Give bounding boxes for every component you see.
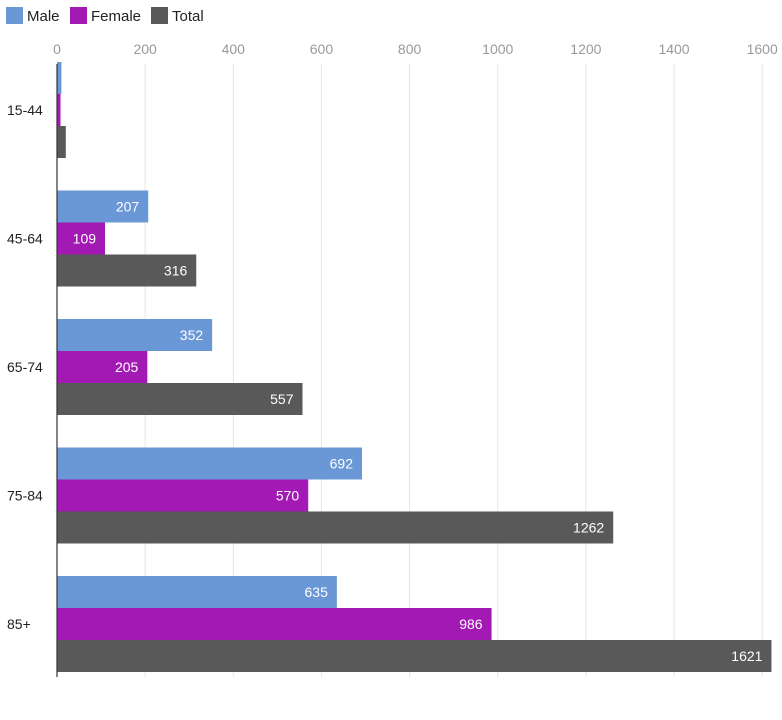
data-label-total-45-64: 316	[164, 263, 188, 279]
bar-female-75-84	[57, 479, 309, 512]
bar-female-15-44	[57, 94, 61, 126]
legend-swatch-female	[70, 7, 87, 24]
data-label-female-65-74: 205	[115, 359, 139, 375]
data-label-total-85+: 1621	[731, 648, 762, 664]
bar-total-15-44	[57, 126, 66, 158]
data-label-male-75-84: 692	[330, 456, 354, 472]
x-axis-ticks: 0 200 400 600 800 1000 1200 1400 1600	[53, 41, 778, 57]
category-label-75-84: 75-84	[7, 488, 43, 504]
legend-label-female: Female	[91, 8, 141, 25]
category-label-85+: 85+	[7, 616, 31, 632]
x-tick-label-1200: 1200	[570, 41, 601, 57]
data-label-female-75-84: 570	[276, 488, 300, 504]
bar-total-85+	[57, 640, 772, 672]
bar-female-65-74	[57, 351, 148, 383]
legend-swatch-total	[151, 7, 168, 24]
bar-male-75-84	[57, 447, 362, 480]
bar-total-45-64	[57, 254, 197, 287]
bar-male-85+	[57, 576, 337, 608]
legend: Male Female Total	[6, 7, 204, 25]
data-label-male-65-74: 352	[180, 327, 204, 343]
bar-male-15-44	[57, 62, 62, 94]
bar-total-75-84	[57, 511, 614, 544]
bar-total-65-74	[57, 383, 303, 415]
legend-label-male: Male	[27, 8, 60, 25]
bar-female-85+	[57, 608, 492, 640]
legend-swatch-male	[6, 7, 23, 24]
x-tick-label-1000: 1000	[482, 41, 513, 57]
bar-male-65-74	[57, 319, 213, 351]
data-label-female-45-64: 109	[73, 231, 97, 247]
category-label-15-44: 15-44	[7, 102, 43, 118]
bar-male-45-64	[57, 190, 149, 223]
category-label-65-74: 65-74	[7, 359, 43, 375]
x-tick-label-0: 0	[53, 41, 61, 57]
x-tick-label-1600: 1600	[747, 41, 778, 57]
data-label-male-85+: 635	[305, 584, 329, 600]
bars: 207 109 316 352 205 557 692 570 1262 635 986 1621	[57, 62, 772, 672]
x-tick-label-1400: 1400	[658, 41, 689, 57]
legend-label-total: Total	[172, 8, 204, 25]
gridlines	[144, 64, 763, 677]
data-label-female-85+: 986	[459, 616, 483, 632]
x-tick-label-400: 400	[222, 41, 246, 57]
data-label-total-65-74: 557	[270, 391, 294, 407]
data-label-total-75-84: 1262	[573, 520, 604, 536]
category-labels: 15-44 45-64 65-74 75-84 85+	[7, 102, 43, 632]
data-label-male-45-64: 207	[116, 199, 140, 215]
category-label-45-64: 45-64	[7, 231, 43, 247]
bar-female-45-64	[57, 222, 106, 255]
x-tick-label-200: 200	[133, 41, 157, 57]
x-tick-label-800: 800	[398, 41, 422, 57]
x-tick-label-600: 600	[310, 41, 334, 57]
